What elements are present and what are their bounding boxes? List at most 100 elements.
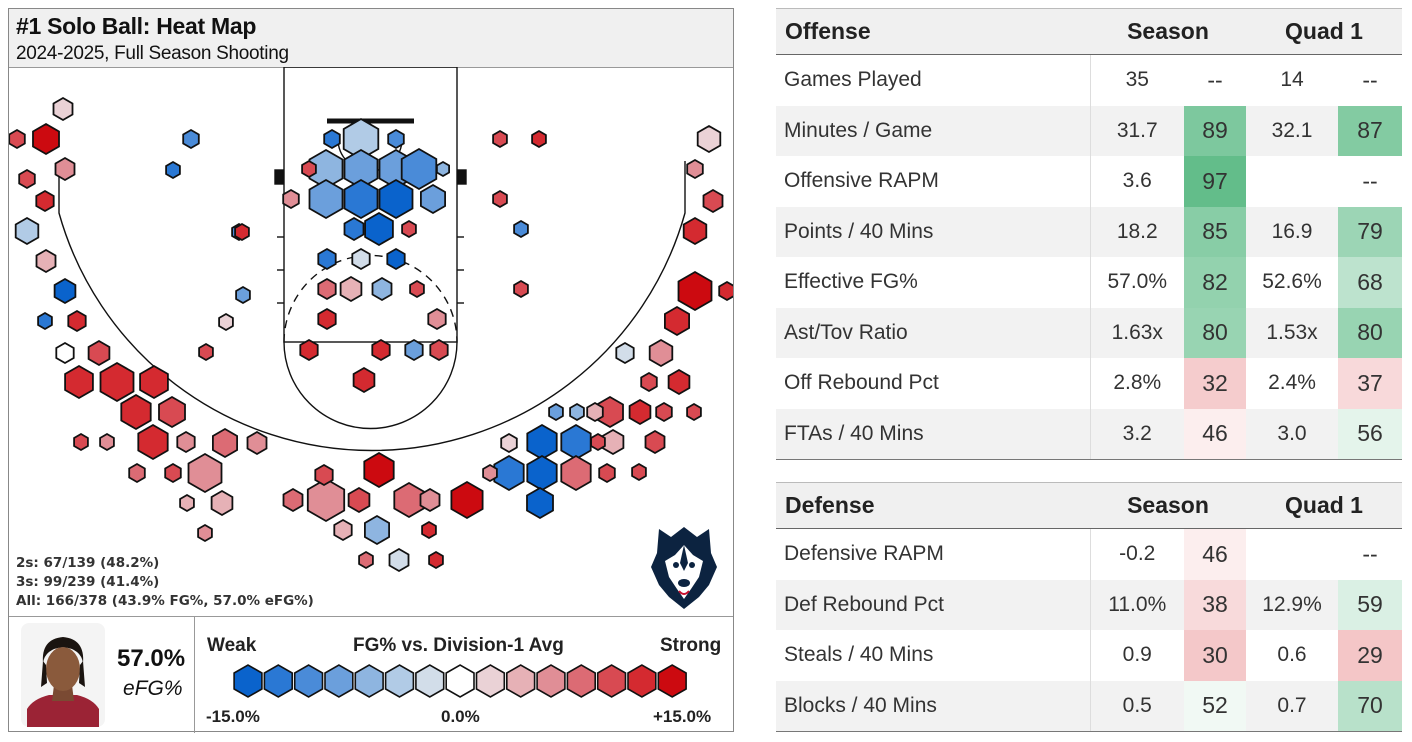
legend-color-scale [233, 664, 687, 698]
shot-zone-hex [176, 430, 196, 454]
shot-zone-hex [282, 487, 304, 513]
efg-label: eFG% [123, 677, 183, 700]
shot-zone-hex [299, 338, 319, 362]
shot-zone-hex [388, 547, 410, 573]
stat-row: Def Rebound Pct 11.0% 38 12.9% 59 [776, 579, 1402, 630]
shot-zone-hex [179, 493, 195, 513]
legend-mid-label: 0.0% [441, 707, 480, 726]
shot-zone-hex [419, 183, 447, 215]
quad1-percentile: 79 [1338, 206, 1402, 257]
legend-swatch [415, 664, 445, 698]
offense-header: Offense [776, 8, 1090, 55]
shot-zone-hex [590, 432, 606, 452]
shot-zone-hex [401, 219, 417, 239]
season-value: 1.63x [1090, 307, 1184, 358]
shot-zone-hex [314, 463, 334, 487]
player-avatar [21, 623, 105, 727]
legend-swatch [233, 664, 263, 698]
shot-zone-hex [526, 486, 554, 520]
legend-swatch [293, 664, 324, 698]
season-percentile: 38 [1184, 579, 1246, 630]
shot-zone-hex [32, 122, 60, 156]
shot-zone-hex [371, 338, 391, 362]
shot-zone-hex [198, 342, 214, 362]
quad1-percentile: -- [1362, 167, 1378, 194]
legend-swatch [596, 664, 627, 698]
player-box: 57.0% eFG% [9, 617, 195, 733]
season-percentile: -- [1207, 66, 1223, 93]
free-throw-circle-lower [283, 341, 458, 430]
shot-zone-hex [308, 178, 344, 220]
season-percentile: 46 [1184, 408, 1246, 460]
shot-zone-hex [235, 285, 251, 305]
season-percentile: 85 [1184, 206, 1246, 257]
stat-label: Off Rebound Pct [776, 358, 1091, 409]
shot-zone-hex [347, 486, 371, 514]
season-percentile: 30 [1184, 630, 1246, 681]
season-percentile: 82 [1184, 257, 1246, 308]
shot-zone-hex [428, 550, 444, 570]
quad1-percentile: 70 [1338, 680, 1402, 732]
stat-row: FTAs / 40 Mins 3.2 46 3.0 56 [776, 408, 1402, 460]
stat-label: Offensive RAPM [776, 156, 1091, 207]
shot-zone-hex [686, 158, 704, 180]
shot-zone-hex [363, 451, 395, 489]
shot-zone-hex [640, 371, 658, 393]
quad1-header: Quad 1 [1246, 8, 1402, 55]
shot-zone-hex [492, 129, 508, 149]
shot-zone-hex [197, 523, 213, 543]
season-value: 0.9 [1122, 643, 1152, 667]
shot-zone-hex [696, 124, 722, 154]
shot-zone-hex [400, 147, 438, 191]
threes-summary: 3s: 99/239 (41.4%) [16, 574, 160, 590]
stat-row: Defensive RAPM -0.2 46 -- [776, 528, 1402, 580]
shot-zone-hex [317, 277, 337, 301]
quad1-value: 14 [1280, 68, 1304, 92]
shot-zone-hex [301, 159, 317, 179]
season-value: 3.2 [1090, 408, 1184, 460]
season-value: 35 [1125, 68, 1149, 92]
shot-zone-hex [526, 423, 558, 461]
shot-zone-hex [182, 128, 200, 150]
shot-zone-hex [655, 401, 673, 423]
shot-zone-hex [343, 216, 365, 242]
legend-swatch [445, 664, 475, 698]
shot-zone-hex [158, 395, 186, 429]
shot-zone-hex [218, 312, 234, 332]
quad1-percentile: 56 [1338, 408, 1402, 460]
shot-zone-hex [210, 489, 234, 517]
offense-table: Offense Season Quad 1 Games Played 35 -- 14… [776, 8, 1402, 460]
shot-zone-hex [526, 454, 558, 492]
legend-high-label: +15.0% [653, 707, 712, 726]
heat-map-panel: #1 Solo Ball: Heat Map 2024-2025, Full S… [8, 8, 734, 733]
quad1-value: 12.9% [1246, 579, 1338, 630]
shot-zone-hex [513, 279, 529, 299]
legend-weak-label: Weak [207, 635, 257, 656]
shot-zone-hex [308, 148, 344, 190]
shot-zone-hex [306, 477, 346, 523]
season-value: 18.2 [1090, 206, 1184, 257]
shot-zone-hex [664, 305, 690, 337]
shot-zone-hex [64, 364, 94, 400]
quad1-value: 16.9 [1246, 206, 1338, 257]
legend-low-label: -15.0% [206, 707, 260, 726]
shot-zone-hex [493, 454, 525, 492]
quad1-value: 1.53x [1246, 307, 1338, 358]
free-throw-circle-upper [283, 254, 458, 343]
shot-zone-hex [371, 276, 393, 302]
quad1-value: 52.6% [1262, 270, 1322, 294]
shot-zone-hex [35, 248, 57, 274]
shot-zone-hex [492, 189, 508, 209]
stat-label: FTAs / 40 Mins [776, 408, 1091, 460]
shot-zone-hex [393, 481, 425, 519]
stat-label: Ast/Tov Ratio [776, 307, 1091, 358]
legend-swatch [566, 664, 597, 698]
legend-swatch [627, 664, 657, 698]
shot-zone-hex [378, 178, 414, 220]
heat-map-title: #1 Solo Ball: Heat Map [16, 13, 257, 39]
shot-zone-hex [686, 402, 702, 422]
shot-zone-hex [137, 423, 169, 461]
shot-zone-hex [419, 487, 441, 513]
shot-zone-hex [211, 427, 239, 459]
shot-zone-hex [648, 338, 674, 368]
